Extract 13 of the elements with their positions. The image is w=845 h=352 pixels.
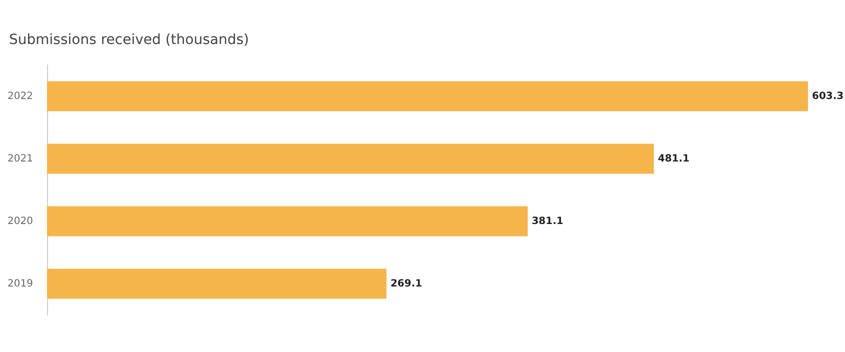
bar xyxy=(47,81,808,112)
data-label: 481.1 xyxy=(658,153,690,164)
y-tick-label: 2019 xyxy=(8,278,33,290)
y-tick-label: 2020 xyxy=(8,216,33,227)
chart-title: Submissions received (thousands) xyxy=(9,32,249,48)
data-label: 269.1 xyxy=(390,278,422,290)
y-tick-label: 2021 xyxy=(8,153,33,164)
data-label: 381.1 xyxy=(532,216,564,227)
bar xyxy=(47,144,654,174)
y-tick-label: 2022 xyxy=(8,90,33,102)
bar xyxy=(47,268,386,299)
bar xyxy=(47,206,528,236)
data-label: 603.3 xyxy=(812,90,844,102)
